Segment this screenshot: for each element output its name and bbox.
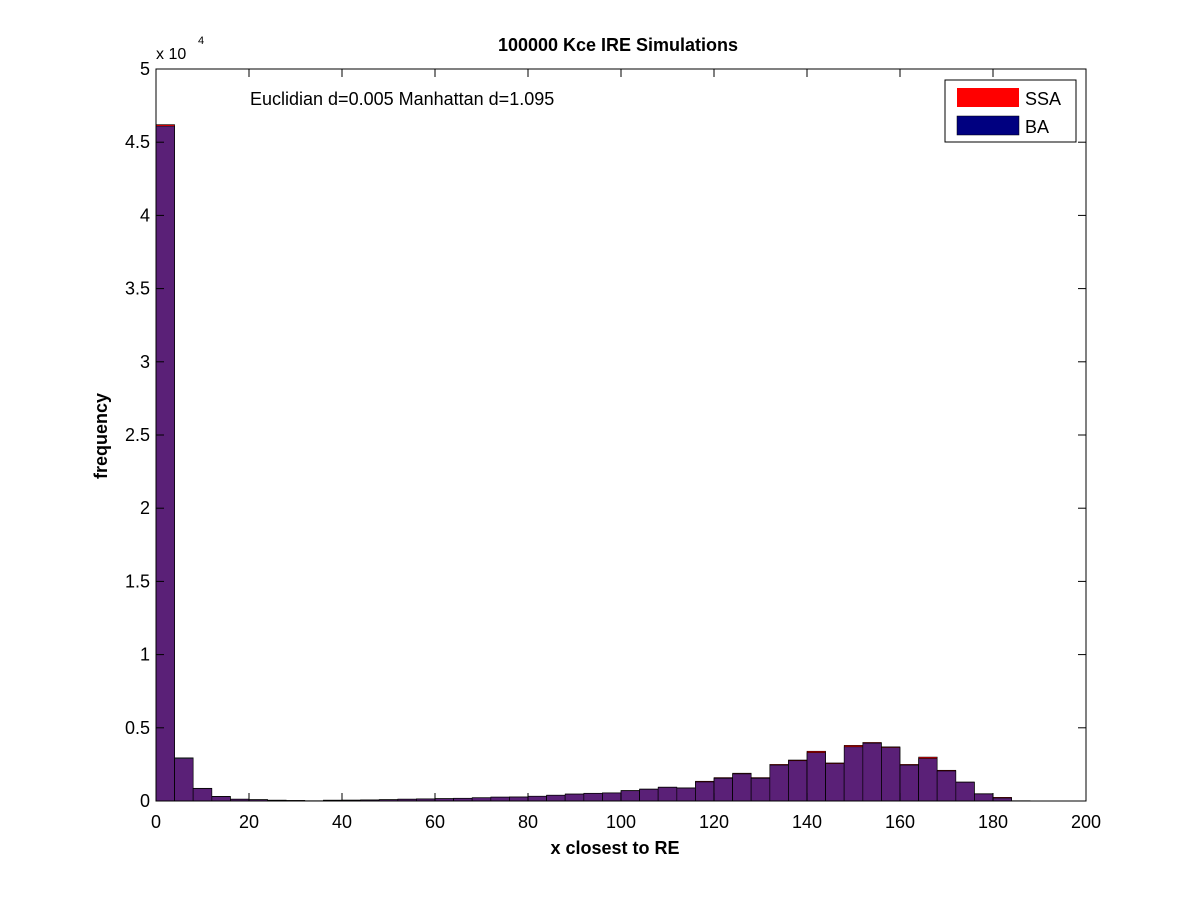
bar-ssa-excess bbox=[788, 760, 807, 761]
bar-overlap bbox=[657, 787, 678, 802]
bar-overlap bbox=[899, 764, 919, 802]
bar-overlap bbox=[713, 778, 733, 802]
bar-overlap bbox=[825, 763, 845, 802]
chart-title: 100000 Kce IRE Simulations bbox=[498, 35, 738, 55]
x-axis-ticks: 0 20 40 60 80 100 120 140 160 180 200 bbox=[151, 69, 1101, 832]
y-tick-label: 5 bbox=[140, 59, 150, 79]
x-tick-label: 160 bbox=[885, 812, 915, 832]
bar-overlap bbox=[155, 125, 175, 802]
x-tick-label: 120 bbox=[699, 812, 729, 832]
bar-ssa-excess bbox=[844, 745, 863, 747]
bar-ssa-excess bbox=[937, 770, 956, 771]
legend: SSA BA bbox=[944, 79, 1077, 143]
bar-ssa-excess bbox=[732, 773, 752, 774]
x-tick-label: 80 bbox=[518, 812, 538, 832]
bar-overlap bbox=[639, 788, 659, 802]
bar-overlap bbox=[192, 788, 213, 802]
bar-overlap bbox=[546, 794, 566, 802]
bar-ssa-excess bbox=[825, 762, 845, 764]
y-axis-label: frequency bbox=[91, 393, 111, 479]
bar-ssa-excess bbox=[751, 777, 770, 779]
bar-overlap bbox=[862, 742, 882, 802]
legend-label-ssa: SSA bbox=[1025, 89, 1061, 109]
y-tick-label: 2 bbox=[140, 498, 150, 518]
x-tick-label: 0 bbox=[151, 812, 161, 832]
y-tick-label: 3 bbox=[140, 352, 150, 372]
bar-overlap bbox=[769, 764, 789, 802]
bar-ba-excess bbox=[174, 757, 194, 759]
x-tick-label: 140 bbox=[792, 812, 822, 832]
y-tick-label: 1 bbox=[140, 645, 150, 665]
bar-overlap bbox=[750, 778, 771, 802]
y-axis-ticks: 0 0.5 1 1.5 2 2.5 3 3.5 4 4.5 5 bbox=[125, 59, 1086, 811]
bar-overlap bbox=[974, 793, 994, 802]
x-tick-label: 100 bbox=[606, 812, 636, 832]
legend-swatch-ba bbox=[956, 115, 1020, 136]
y-tick-label: 2.5 bbox=[125, 425, 150, 445]
bar-overlap bbox=[806, 752, 826, 802]
bar-ssa-excess bbox=[918, 757, 938, 759]
bar-ssa-excess bbox=[695, 781, 714, 782]
bar-ssa-excess bbox=[156, 124, 175, 127]
bar-overlap bbox=[174, 758, 194, 802]
distance-annotation: Euclidian d=0.005 Manhattan d=1.095 bbox=[250, 89, 554, 109]
bar-overlap bbox=[676, 787, 696, 802]
y-tick-label: 1.5 bbox=[125, 571, 150, 591]
y-tick-label: 3.5 bbox=[125, 279, 150, 299]
x-tick-label: 200 bbox=[1071, 812, 1101, 832]
bar-overlap bbox=[490, 796, 510, 802]
x-tick-label: 180 bbox=[978, 812, 1008, 832]
bar-overlap bbox=[564, 793, 585, 802]
bar-ssa-excess bbox=[769, 764, 789, 766]
y-tick-label: 4.5 bbox=[125, 132, 150, 152]
x-tick-label: 40 bbox=[332, 812, 352, 832]
bar-ssa-excess bbox=[900, 764, 919, 766]
bar-ssa-excess bbox=[807, 751, 826, 753]
bar-overlap bbox=[788, 760, 808, 802]
bar-overlap bbox=[695, 781, 715, 802]
x-axis-label: x closest to RE bbox=[550, 838, 679, 858]
plot-area bbox=[156, 69, 1086, 801]
y-tick-label: 4 bbox=[140, 205, 150, 225]
bar-overlap bbox=[527, 796, 547, 802]
bar-overlap bbox=[602, 792, 622, 802]
y-tick-label: 0 bbox=[140, 791, 150, 811]
x-tick-label: 20 bbox=[239, 812, 259, 832]
bar-overlap bbox=[918, 758, 938, 802]
bar-overlap bbox=[843, 746, 864, 802]
y-exponent-power: 4 bbox=[198, 35, 204, 47]
bar-overlap bbox=[732, 773, 752, 802]
bar-overlap bbox=[620, 790, 640, 802]
y-tick-label: 0.5 bbox=[125, 718, 150, 738]
bar-ssa-excess bbox=[714, 777, 733, 779]
legend-label-ba: BA bbox=[1025, 117, 1049, 137]
bar-ssa-excess bbox=[862, 742, 882, 744]
x-tick-label: 60 bbox=[425, 812, 445, 832]
bar-overlap bbox=[583, 793, 603, 802]
bar-overlap bbox=[211, 796, 231, 802]
bar-overlap bbox=[936, 770, 957, 802]
bar-overlap bbox=[955, 781, 975, 802]
bar-ssa-excess bbox=[881, 746, 900, 748]
legend-swatch-ssa bbox=[957, 88, 1019, 107]
bar-overlap bbox=[881, 747, 901, 802]
y-exponent-base: x 10 bbox=[156, 46, 186, 63]
bars-group bbox=[155, 124, 1031, 802]
bar-overlap bbox=[509, 796, 529, 802]
bar-ssa-excess bbox=[993, 797, 1012, 799]
